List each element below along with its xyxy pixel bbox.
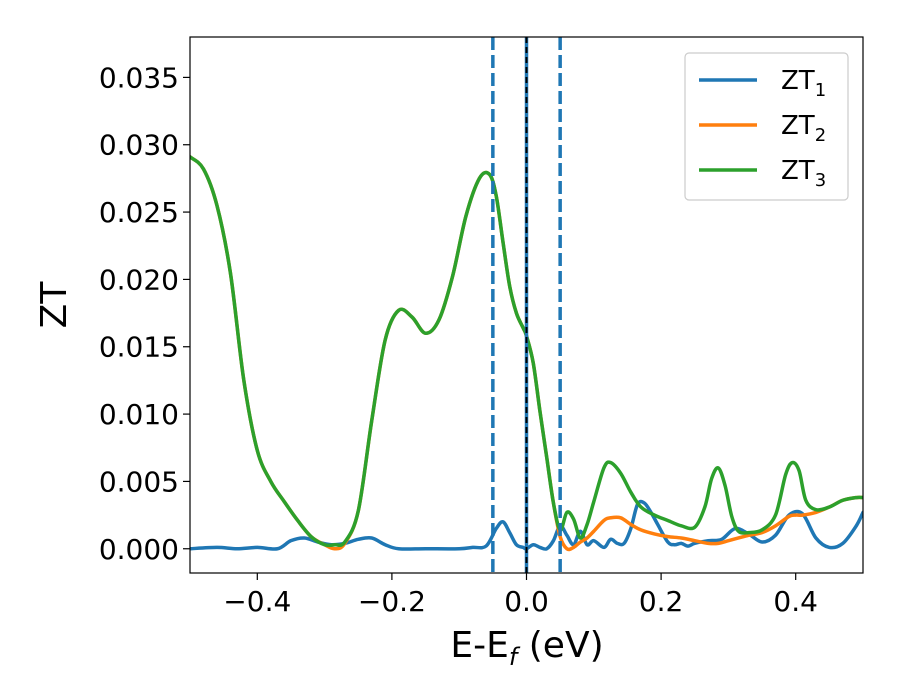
legend-entry-zt1: ZT1: [699, 66, 826, 101]
x-tick-label: −0.2: [358, 585, 426, 618]
y-tick-label: 0.020: [99, 263, 179, 296]
series-lines: [190, 155, 863, 552]
y-axis-title: ZT: [34, 281, 75, 329]
x-tick-label: 0.2: [639, 585, 684, 618]
x-axis: −0.4 −0.2 0.0 0.2 0.4: [223, 573, 818, 618]
legend-entry-zt2: ZT2: [699, 111, 826, 146]
x-axis-title-unit: (eV): [517, 625, 603, 666]
y-tick-label: 0.010: [99, 398, 179, 431]
legend-label-zt3: ZT3: [781, 156, 826, 191]
y-tick-label: 0.005: [99, 465, 179, 498]
y-tick-label: 0.035: [99, 61, 179, 94]
y-tick-label: 0.030: [99, 129, 179, 162]
x-tick-label: 0.4: [773, 585, 818, 618]
plot-frame: [189, 36, 864, 574]
x-tick-label: 0.0: [504, 585, 549, 618]
y-tick-label: 0.015: [99, 331, 179, 364]
legend-label-zt2: ZT2: [781, 111, 826, 146]
legend: ZT1 ZT2 ZT3: [684, 52, 849, 201]
x-tick-label: −0.4: [223, 585, 291, 618]
y-tick-label: 0.025: [99, 196, 179, 229]
legend-box: [684, 52, 849, 201]
legend-label-zt1: ZT1: [781, 66, 826, 101]
y-axis: 0.000 0.005 0.010 0.015 0.020 0.025 0.030 0.035: [99, 61, 190, 566]
x-axis-title-main: E-E: [450, 625, 508, 666]
legend-entry-zt3: ZT3: [699, 156, 826, 191]
y-tick-label: 0.000: [99, 533, 179, 566]
series-line-zt3: [190, 155, 863, 548]
reference-lines: [491, 37, 562, 573]
x-axis-title: E-Ef (eV): [450, 625, 603, 671]
